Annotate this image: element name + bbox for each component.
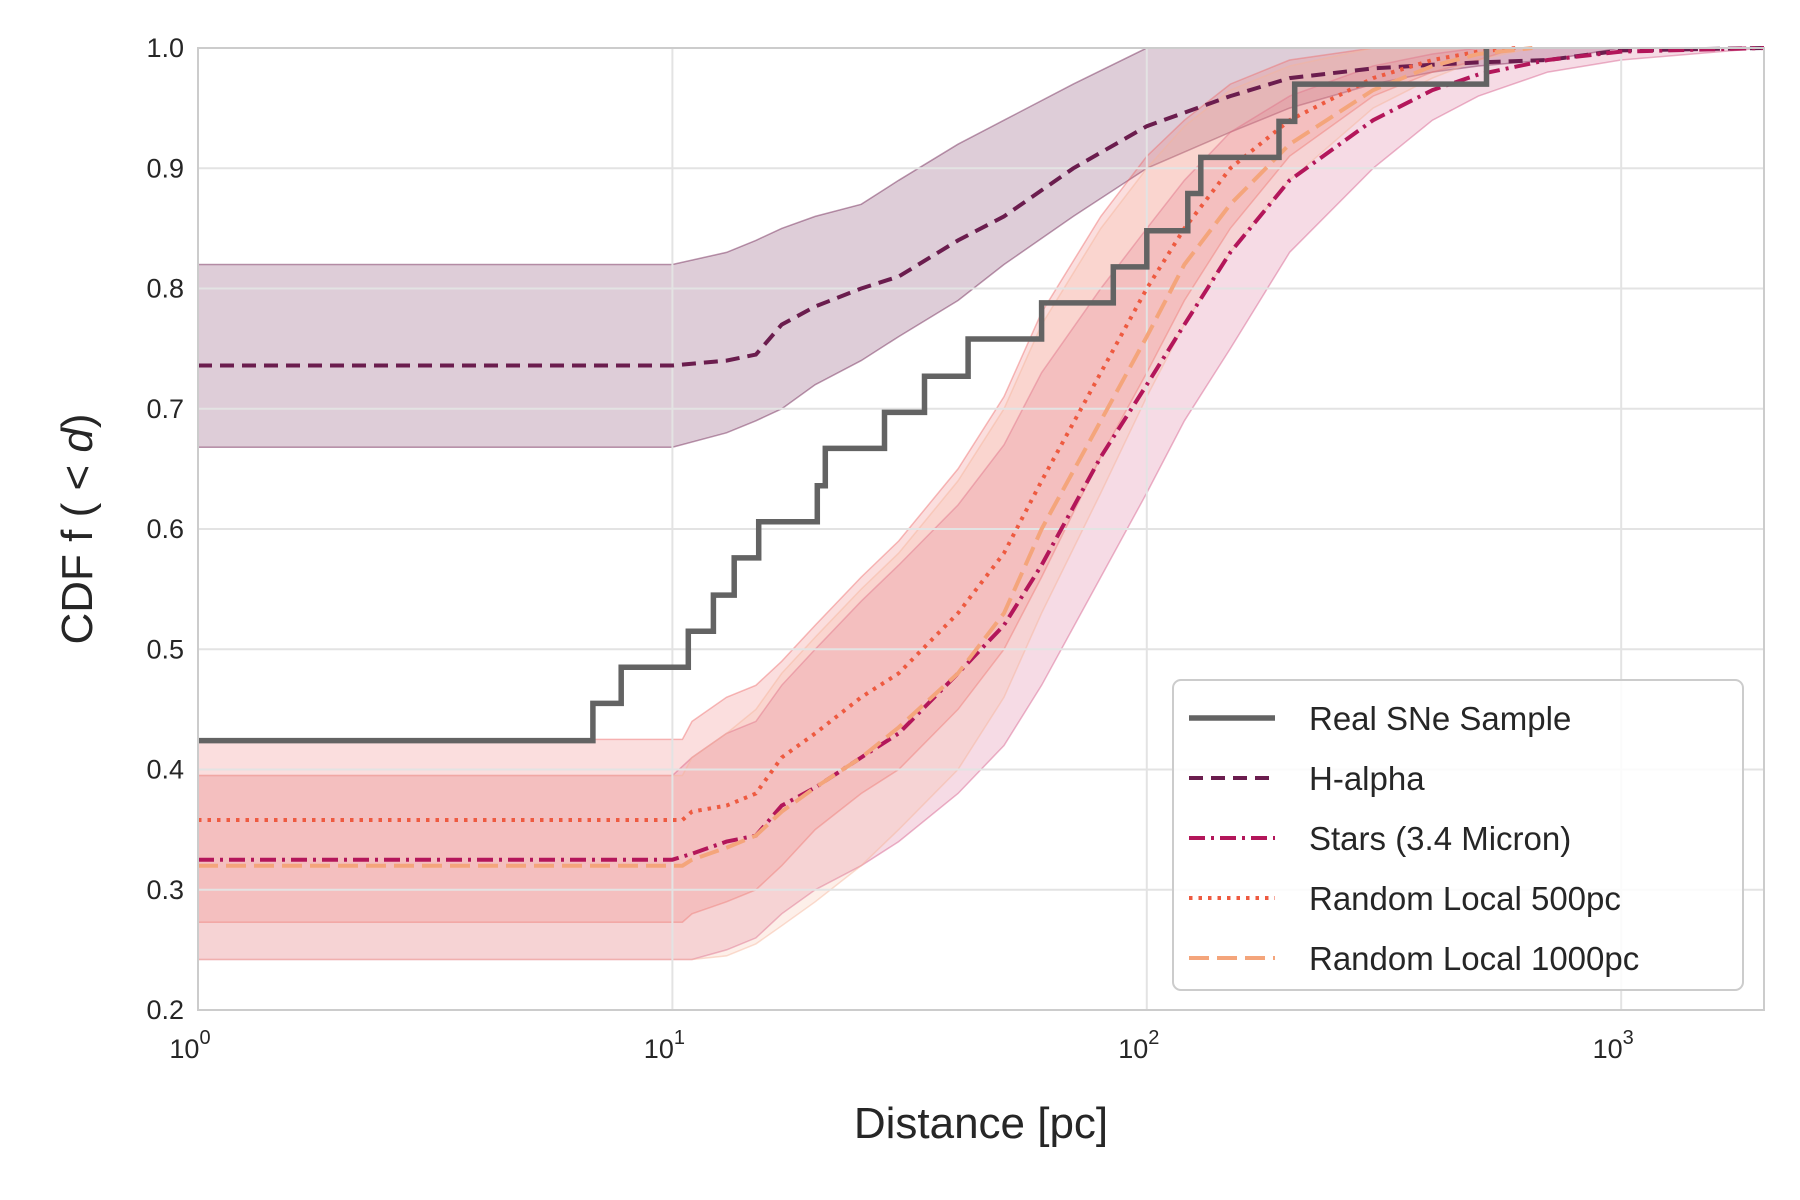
confidence-band xyxy=(197,47,1533,961)
y-axis-label-suffix: ) xyxy=(53,413,102,428)
y-tick-label: 1.0 xyxy=(146,33,184,63)
series-line xyxy=(198,46,1517,822)
x-tick-label: 100 xyxy=(169,1027,210,1064)
x-axis-label: Distance [pc] xyxy=(854,1099,1108,1148)
y-tick-label: 0.2 xyxy=(146,995,184,1025)
legend-box xyxy=(1172,679,1744,991)
tick-labels: 0.2 0.3 0.4 0.5 0.6 0.7 0.8 0.9 1.0 100 101 102 103 xyxy=(146,33,1633,1064)
y-axis-label-prefix: CDF f ( < xyxy=(53,453,102,645)
plot-frame xyxy=(197,47,1765,1011)
series-line xyxy=(198,48,1490,744)
legend-label: Stars (3.4 Micron) xyxy=(1309,820,1571,857)
y-tick-label: 0.6 xyxy=(146,514,184,544)
series-lines xyxy=(198,46,1765,868)
y-tick-label: 0.4 xyxy=(146,755,184,785)
confidence-band xyxy=(197,47,1764,448)
confidence-band xyxy=(197,47,1765,961)
legend-label: H-alpha xyxy=(1309,760,1425,797)
series-line xyxy=(198,46,1765,368)
y-tick-label: 0.9 xyxy=(146,153,184,183)
x-tick-label: 103 xyxy=(1593,1027,1634,1064)
y-tick-label: 0.7 xyxy=(146,394,184,424)
series-line xyxy=(198,46,1533,868)
y-axis-label-variable: d xyxy=(53,427,102,453)
legend: Real SNe Sample H-alpha Stars (3.4 Micron)… xyxy=(1172,679,1744,991)
x-tick-label: 102 xyxy=(1118,1027,1159,1064)
legend-label: Random Local 500pc xyxy=(1309,880,1621,917)
y-tick-label: 0.3 xyxy=(146,875,184,905)
legend-label: Random Local 1000pc xyxy=(1309,940,1639,977)
legend-label: Real SNe Sample xyxy=(1309,700,1571,737)
y-axis-label: CDF f ( < d) xyxy=(53,413,102,644)
x-tick-label: 101 xyxy=(644,1027,685,1064)
y-tick-label: 0.8 xyxy=(146,274,184,304)
y-tick-label: 0.5 xyxy=(146,634,184,664)
confidence-band xyxy=(197,47,1517,923)
